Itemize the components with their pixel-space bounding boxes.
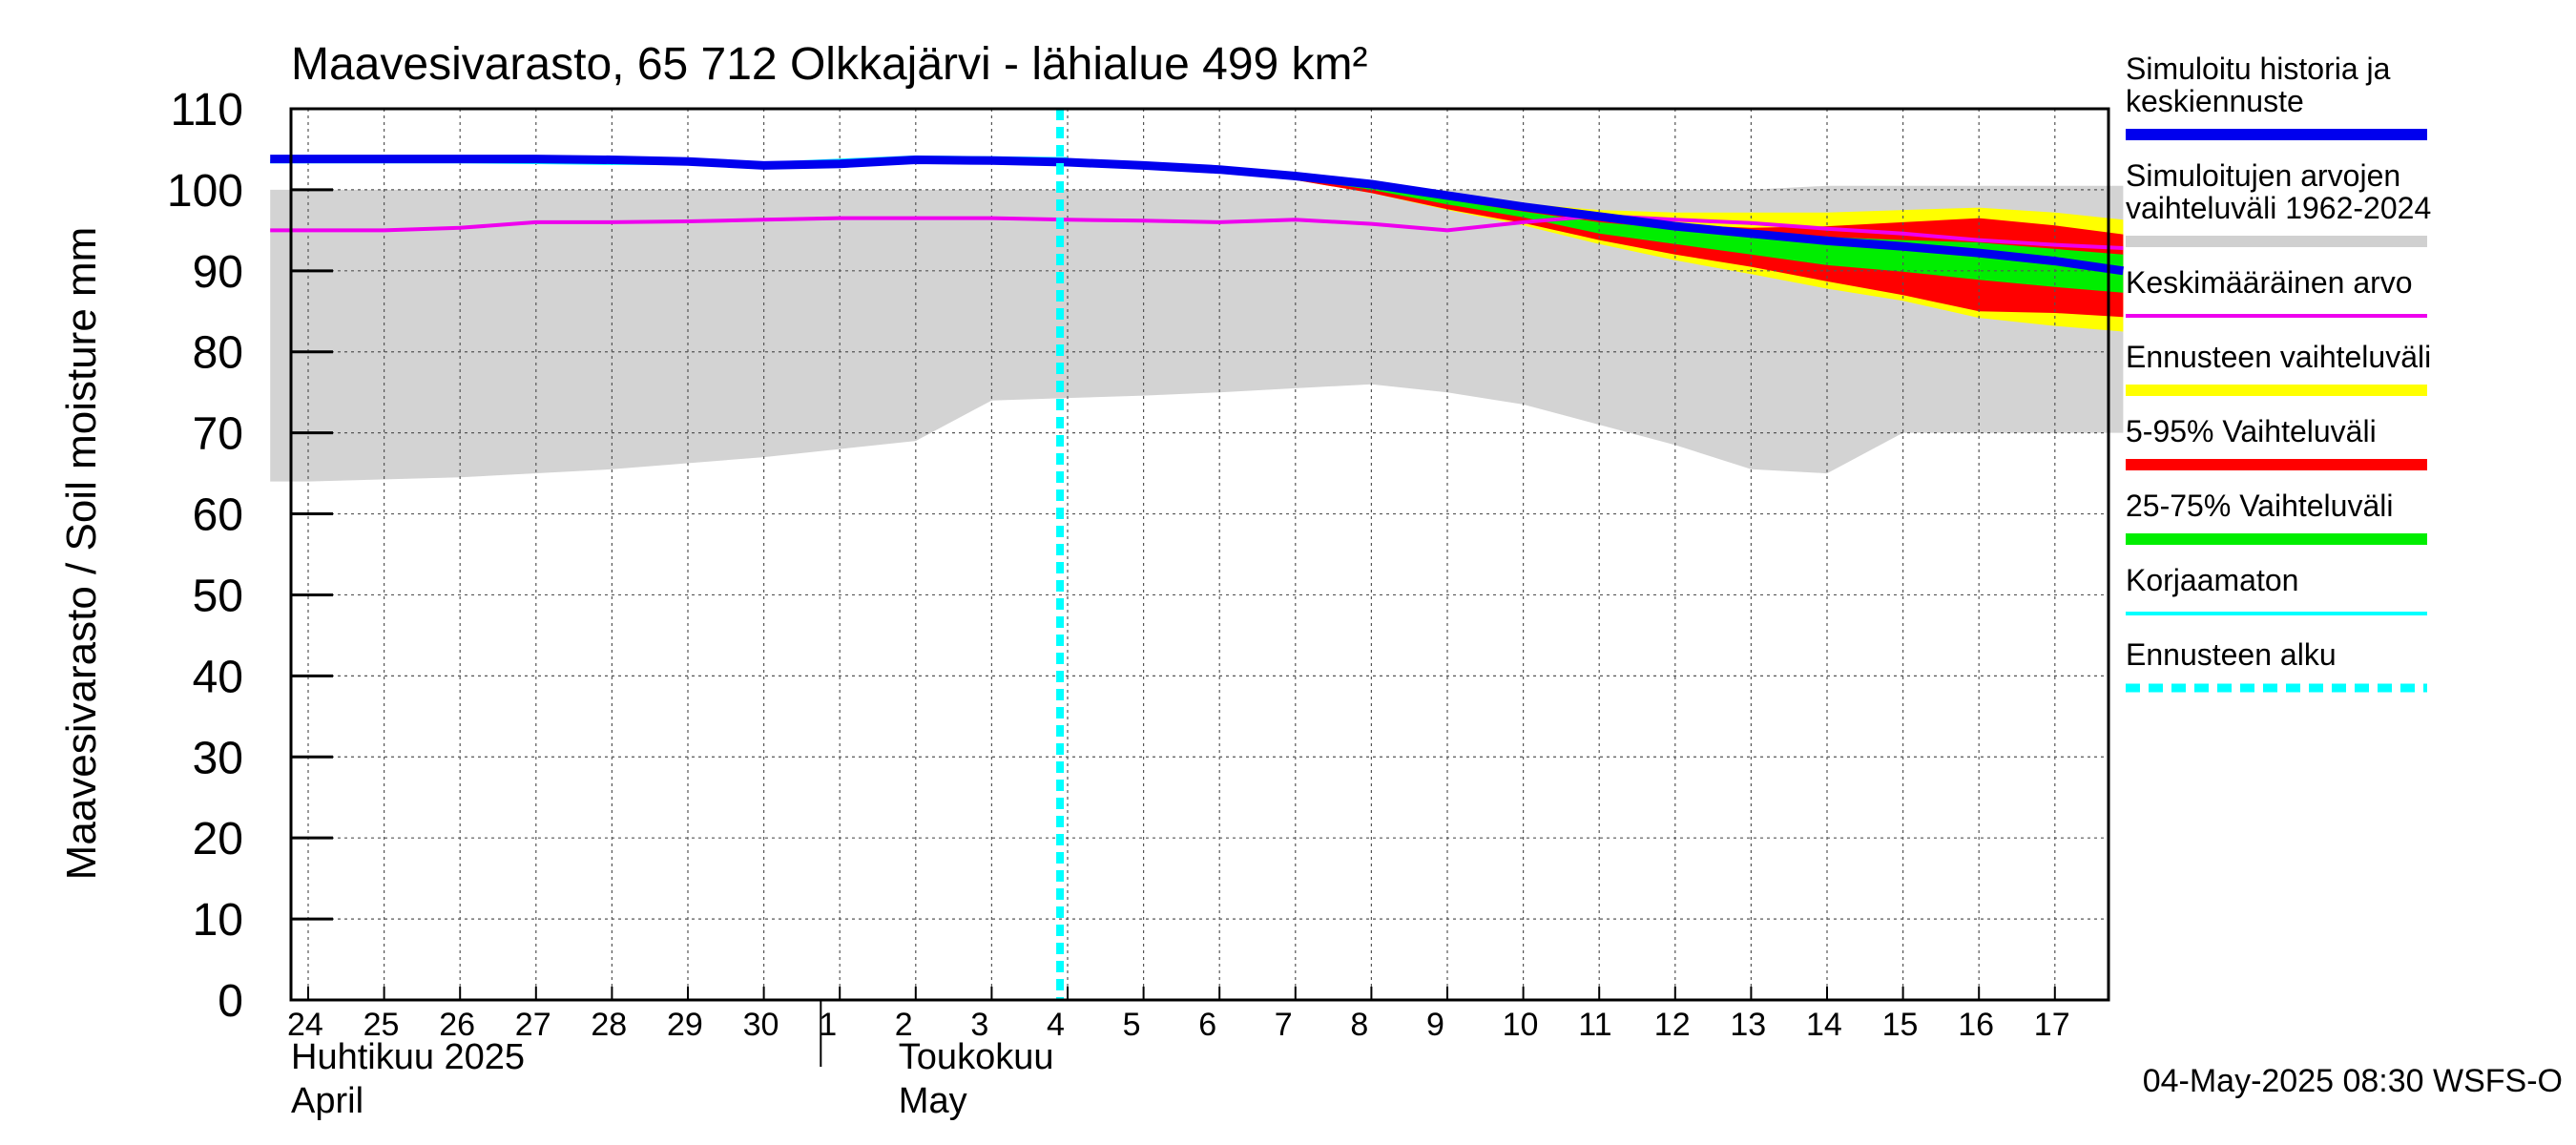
y-tick-label: 50 bbox=[193, 571, 243, 621]
y-tick-label: 80 bbox=[193, 328, 243, 379]
y-tick-label: 30 bbox=[193, 733, 243, 783]
y-tick-label: 60 bbox=[193, 490, 243, 541]
footer-timestamp: 04-May-2025 08:30 WSFS-O bbox=[2143, 1063, 2563, 1099]
x-tick-label: 14 bbox=[1806, 1007, 1842, 1043]
y-tick-label: 90 bbox=[193, 247, 243, 298]
series-line-0 bbox=[270, 214, 2124, 250]
y-tick-label: 40 bbox=[193, 652, 243, 702]
x-tick-label: 28 bbox=[591, 1007, 627, 1043]
axes-layer bbox=[289, 107, 2110, 1067]
x-tick-label: 3 bbox=[970, 1007, 988, 1043]
legend-item: Ennusteen alku bbox=[2126, 637, 2427, 693]
x-tick-label: 29 bbox=[667, 1007, 703, 1043]
legend-label: vaihteluväli 1962-2024 bbox=[2126, 191, 2431, 225]
y-tick-label: 100 bbox=[167, 166, 243, 217]
line-layer bbox=[270, 155, 2125, 276]
x-tick-label: 11 bbox=[1578, 1007, 1611, 1043]
y-tick-labels: 0 10 20 30 40 50 60 70 80 90 100 110 bbox=[167, 85, 243, 1027]
x-tick-label: 30 bbox=[743, 1007, 779, 1043]
x-tick-label: 25 bbox=[364, 1007, 400, 1043]
x-tick-label: 24 bbox=[287, 1007, 323, 1043]
legend-item: 5-95% Vaihteluväli bbox=[2126, 414, 2427, 470]
legend-label: Ennusteen vaihteluväli bbox=[2126, 340, 2431, 374]
legend-label: keskiennuste bbox=[2126, 84, 2304, 118]
series-line-2 bbox=[270, 155, 2125, 276]
band-0 bbox=[270, 185, 2124, 482]
x-tick-label: 10 bbox=[1503, 1007, 1539, 1043]
legend-label: Keskimääräinen arvo bbox=[2126, 265, 2413, 300]
band-2 bbox=[1068, 158, 2124, 318]
legend-item: 25-75% Vaihteluväli bbox=[2126, 489, 2427, 545]
legend: Simuloitu historia jakeskiennusteSimuloi… bbox=[2126, 52, 2431, 693]
legend-label: Korjaamaton bbox=[2126, 563, 2298, 597]
x-tick-labels: 24 25 26 27 28 29 30 1 2 3 4 5 6 7 8 9 10 11 12 13 14 15 16 17 bbox=[287, 1007, 2070, 1043]
grid-layer bbox=[291, 109, 2109, 1000]
legend-label: 5-95% Vaihteluväli bbox=[2126, 414, 2377, 448]
band-1 bbox=[1068, 158, 2124, 332]
month-label-fi: Toukokuu bbox=[899, 1037, 1054, 1077]
legend-label: 25-75% Vaihteluväli bbox=[2126, 489, 2393, 523]
x-tick-label: 16 bbox=[1958, 1007, 1994, 1043]
y-axis-label: Maavesivarasto / Soil moisture mm bbox=[58, 227, 105, 881]
month-label-en: May bbox=[899, 1081, 967, 1121]
x-tick-label: 2 bbox=[895, 1007, 913, 1043]
x-tick-label: 5 bbox=[1123, 1007, 1141, 1043]
band-3 bbox=[1068, 158, 2124, 293]
legend-label: Simuloitu historia ja bbox=[2126, 52, 2391, 86]
month-label-en: April bbox=[291, 1081, 364, 1121]
y-tick-label: 110 bbox=[170, 85, 243, 135]
y-tick-label: 20 bbox=[193, 814, 243, 864]
legend-item: Ennusteen vaihteluväli bbox=[2126, 340, 2431, 396]
legend-label: Simuloitujen arvojen bbox=[2126, 158, 2400, 193]
legend-item: Keskimääräinen arvo bbox=[2126, 265, 2427, 318]
x-tick-label: 9 bbox=[1426, 1007, 1444, 1043]
x-tick-label: 27 bbox=[515, 1007, 551, 1043]
legend-item: Korjaamaton bbox=[2126, 563, 2427, 615]
x-tick-label: 15 bbox=[1882, 1007, 1919, 1043]
x-tick-label: 4 bbox=[1047, 1007, 1065, 1043]
x-tick-label: 12 bbox=[1654, 1007, 1691, 1043]
y-tick-label: 0 bbox=[218, 976, 243, 1027]
x-tick-label: 6 bbox=[1198, 1007, 1216, 1043]
chart-title: Maavesivarasto, 65 712 Olkkajärvi - lähi… bbox=[291, 39, 1368, 90]
x-tick-label: 8 bbox=[1350, 1007, 1368, 1043]
plot-frame bbox=[289, 107, 2110, 1002]
x-tick-label: 26 bbox=[439, 1007, 475, 1043]
y-tick-label: 70 bbox=[193, 409, 243, 460]
x-tick-label: 13 bbox=[1730, 1007, 1766, 1043]
x-tick-label: 1 bbox=[819, 1007, 837, 1043]
x-tick-label: 7 bbox=[1275, 1007, 1293, 1043]
y-tick-label: 10 bbox=[193, 895, 243, 946]
month-label-fi: Huhtikuu 2025 bbox=[291, 1037, 525, 1077]
band-layer bbox=[270, 158, 2124, 482]
legend-label: Ennusteen alku bbox=[2126, 637, 2337, 672]
x-tick-label: 17 bbox=[2034, 1007, 2070, 1043]
